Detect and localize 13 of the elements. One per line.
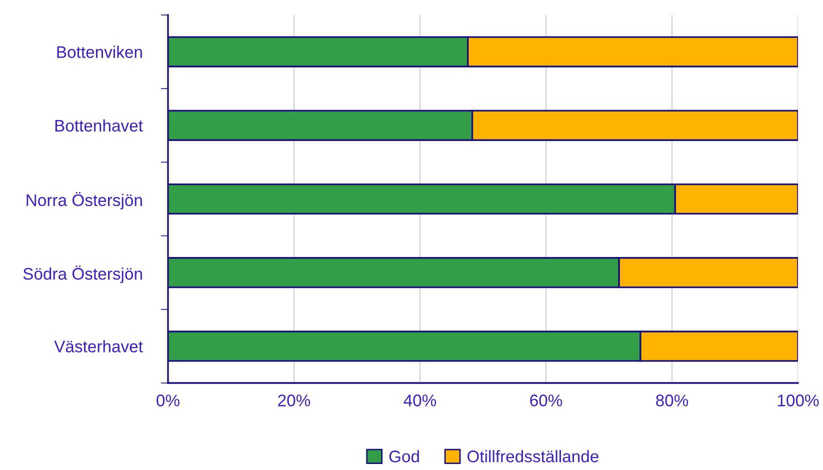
- legend-label: God: [389, 450, 419, 462]
- y-tick-label: Norra Östersjön: [26, 192, 142, 210]
- y-tick-label: Bottenviken: [57, 46, 142, 58]
- x-tick-label: 60%: [530, 394, 562, 406]
- y-tick-label: Bottenhavet: [55, 119, 143, 132]
- x-tick-label: 100%: [778, 394, 819, 406]
- x-tick-label: 40%: [404, 394, 436, 406]
- x-tick-label: 20%: [278, 394, 310, 406]
- y-tick-label: Södra Östersjön: [23, 266, 142, 284]
- legend-label: Otillfredsställande: [467, 450, 598, 462]
- y-tick-label: Västerhavet: [54, 340, 143, 352]
- x-tick-label: 80%: [656, 394, 688, 406]
- x-tick-label: 0%: [156, 394, 180, 406]
